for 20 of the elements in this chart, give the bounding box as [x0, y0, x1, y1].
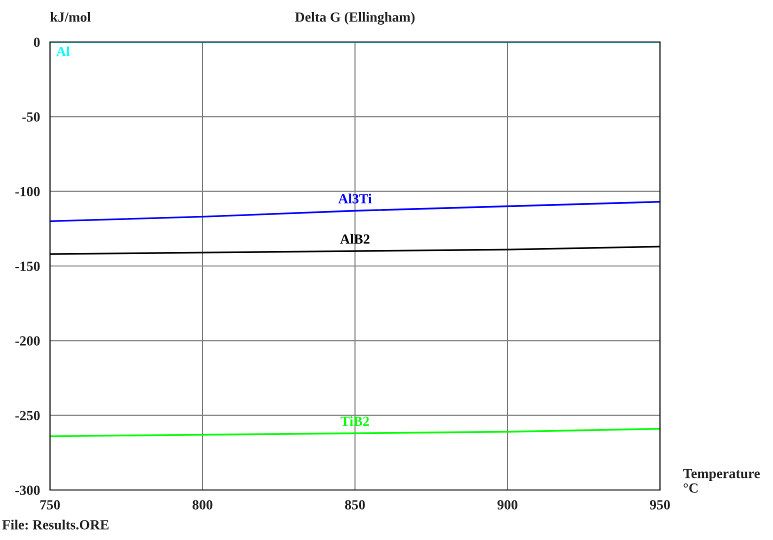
y-tick-label: 0	[34, 38, 40, 47]
y-tick-label: -300	[15, 486, 40, 495]
x-tick-label: 850	[345, 500, 365, 510]
series-label: Al3Ti	[338, 194, 372, 204]
text: File: Results.ORE	[2, 520, 109, 530]
x-tick-label: 900	[497, 500, 518, 510]
y-tick-label: -250	[15, 410, 40, 420]
y-tick-label: -150	[15, 262, 40, 271]
y-tick-label: -200	[15, 336, 40, 346]
y-axis-title: kJ/mol	[50, 12, 91, 22]
series-label: TiB2	[340, 416, 369, 426]
y-tick-label: -100	[15, 186, 40, 196]
series-label: AlB2	[340, 234, 370, 244]
y-tick-label: -50	[22, 112, 40, 122]
x-tick-label: 950	[650, 500, 670, 510]
x-axis-title: Temperature °C	[683, 468, 760, 493]
series-label: Al	[56, 46, 70, 56]
chart-title: Delta G (Ellingham)	[295, 12, 415, 25]
x-tick-label: 750	[40, 500, 60, 510]
x-tick-label: 800	[192, 500, 212, 510]
